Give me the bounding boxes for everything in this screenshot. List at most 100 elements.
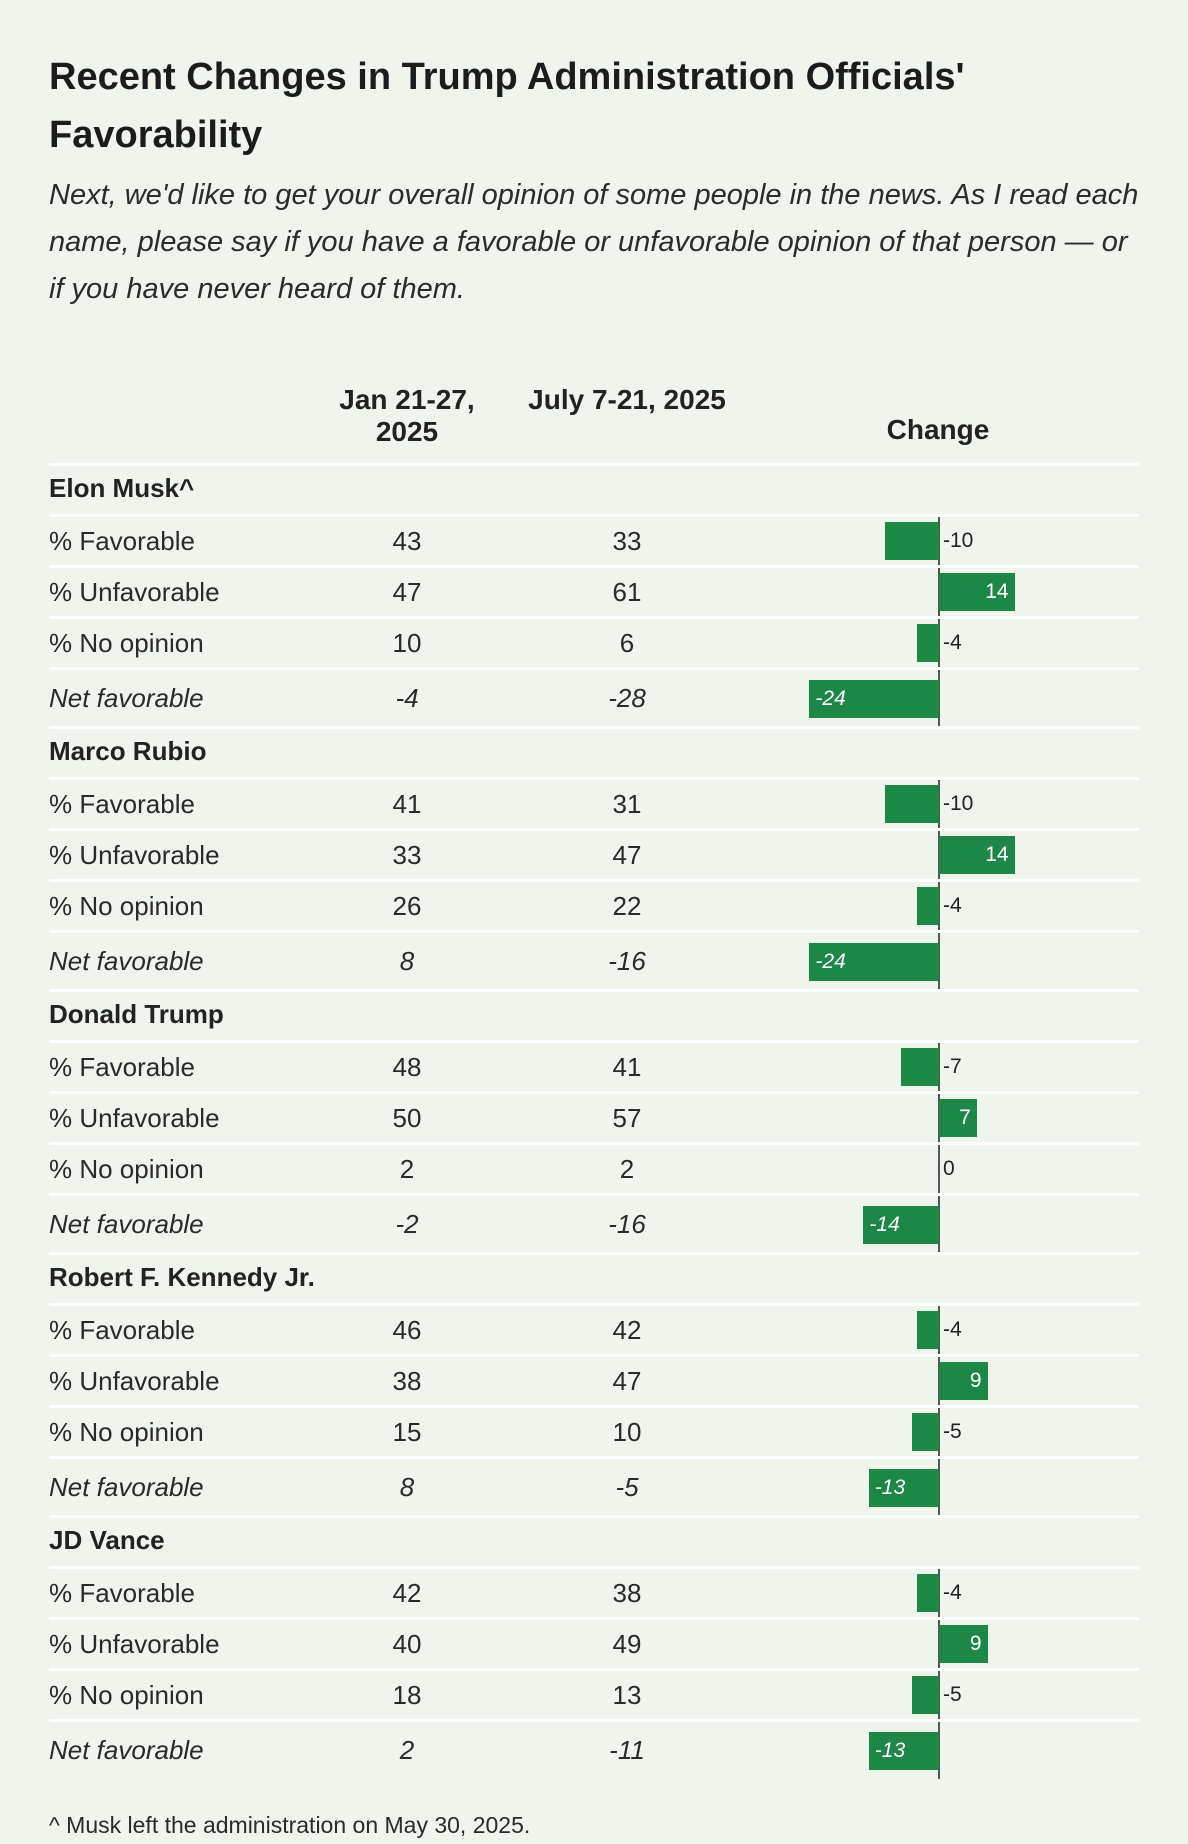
row-label: % Favorable (49, 1314, 195, 1345)
net-favorable-label: Net favorable (49, 1735, 204, 1765)
row-label: % Unfavorable (49, 1365, 220, 1396)
value-jan: 46 (392, 1314, 422, 1345)
change-value-label: 7 (959, 1106, 971, 1129)
change-bar (917, 1574, 939, 1612)
value-jan: 38 (392, 1365, 422, 1396)
value-jan: 42 (392, 1577, 422, 1608)
value-jan: 8 (399, 946, 415, 976)
row-rule (49, 777, 1139, 780)
row-rule (49, 565, 1139, 568)
column-header-july: July 7-21, 2025 (528, 384, 726, 415)
change-bar (885, 785, 939, 823)
zero-axis (938, 1043, 940, 1091)
row-rule (49, 1303, 1139, 1306)
value-jan: 15 (392, 1416, 422, 1447)
value-jan: 43 (392, 525, 422, 556)
net-favorable-label: Net favorable (49, 1209, 204, 1239)
row-rule (49, 514, 1139, 517)
value-jan: 33 (392, 839, 422, 870)
zero-axis (938, 1196, 940, 1253)
change-value-label: -7 (943, 1055, 962, 1078)
change-bar (939, 836, 1015, 874)
row-rule (49, 1566, 1139, 1569)
value-july: 10 (612, 1416, 642, 1447)
zero-axis (938, 1408, 940, 1456)
value-july: -11 (609, 1735, 645, 1765)
chart-subtitle: Next, we'd like to get your overall opin… (49, 179, 1139, 305)
group-name: Marco Rubio (49, 736, 207, 766)
group-rule (49, 726, 1139, 729)
value-july: -28 (608, 683, 646, 713)
change-bar (863, 1205, 939, 1244)
group-name: Donald Trump (49, 999, 224, 1029)
row-label: % Unfavorable (49, 839, 220, 870)
change-bar (885, 522, 939, 560)
value-july: 13 (612, 1679, 642, 1710)
row-label: % Favorable (49, 1051, 195, 1082)
change-value-label: -4 (943, 631, 962, 654)
row-label: % No opinion (49, 890, 204, 921)
change-value-label: 14 (985, 580, 1009, 603)
value-july: 47 (612, 1365, 642, 1396)
change-value-label: 9 (969, 1369, 982, 1392)
value-july: 6 (619, 627, 635, 658)
group-name: Robert F. Kennedy Jr. (49, 1262, 315, 1292)
change-value-label: -14 (869, 1212, 900, 1236)
value-july: -5 (615, 1472, 639, 1502)
zero-axis (938, 670, 940, 727)
zero-axis (938, 619, 940, 667)
change-value-label: -10 (943, 529, 974, 552)
value-july: -16 (608, 946, 646, 976)
row-rule (49, 930, 1139, 933)
change-value-label: -4 (943, 894, 962, 917)
value-july: 22 (612, 890, 642, 921)
row-label: % No opinion (49, 1679, 204, 1710)
value-jan: 10 (392, 627, 422, 658)
row-rule (49, 1668, 1139, 1671)
row-label: % Unfavorable (49, 1102, 220, 1133)
value-july: 47 (612, 839, 642, 870)
change-bar (917, 1311, 939, 1349)
change-bar (939, 1099, 977, 1137)
row-label: % Favorable (49, 1577, 195, 1608)
row-rule (49, 1091, 1139, 1094)
value-jan: 48 (392, 1051, 422, 1082)
value-jan: 2 (399, 1153, 415, 1184)
group-rule (49, 463, 1139, 466)
net-favorable-label: Net favorable (49, 1472, 204, 1502)
zero-axis (938, 1145, 940, 1193)
change-bar (868, 1468, 939, 1507)
value-jan: 41 (392, 788, 422, 819)
row-label: % Unfavorable (49, 1628, 220, 1659)
column-header-change: Change (886, 414, 990, 445)
change-value-label: -24 (815, 686, 846, 710)
change-value-label: 14 (985, 843, 1009, 866)
group-name: JD Vance (49, 1525, 165, 1555)
row-rule (49, 1456, 1139, 1459)
change-bar (939, 1362, 988, 1400)
row-label: % Favorable (49, 788, 195, 819)
value-july: 61 (612, 576, 642, 607)
row-label: % No opinion (49, 627, 204, 658)
row-rule (49, 1719, 1139, 1722)
row-rule (49, 1354, 1139, 1357)
zero-axis (938, 780, 940, 828)
change-bar (912, 1676, 939, 1714)
change-value-label: -4 (943, 1581, 962, 1604)
change-bar (901, 1048, 939, 1086)
change-value-label: -10 (943, 792, 974, 815)
change-bar (917, 887, 939, 925)
change-value-label: 9 (969, 1632, 982, 1655)
row-label: % Unfavorable (49, 576, 220, 607)
zero-axis (938, 1569, 940, 1617)
change-bar (917, 624, 939, 662)
value-jan: 47 (392, 576, 422, 607)
change-bar (809, 942, 939, 981)
group-rule (49, 1515, 1139, 1518)
value-jan: 2 (399, 1735, 415, 1765)
value-july: 49 (612, 1628, 642, 1659)
change-value-label: -24 (815, 949, 846, 973)
row-rule (49, 1193, 1139, 1196)
change-value-label: -5 (943, 1420, 962, 1443)
